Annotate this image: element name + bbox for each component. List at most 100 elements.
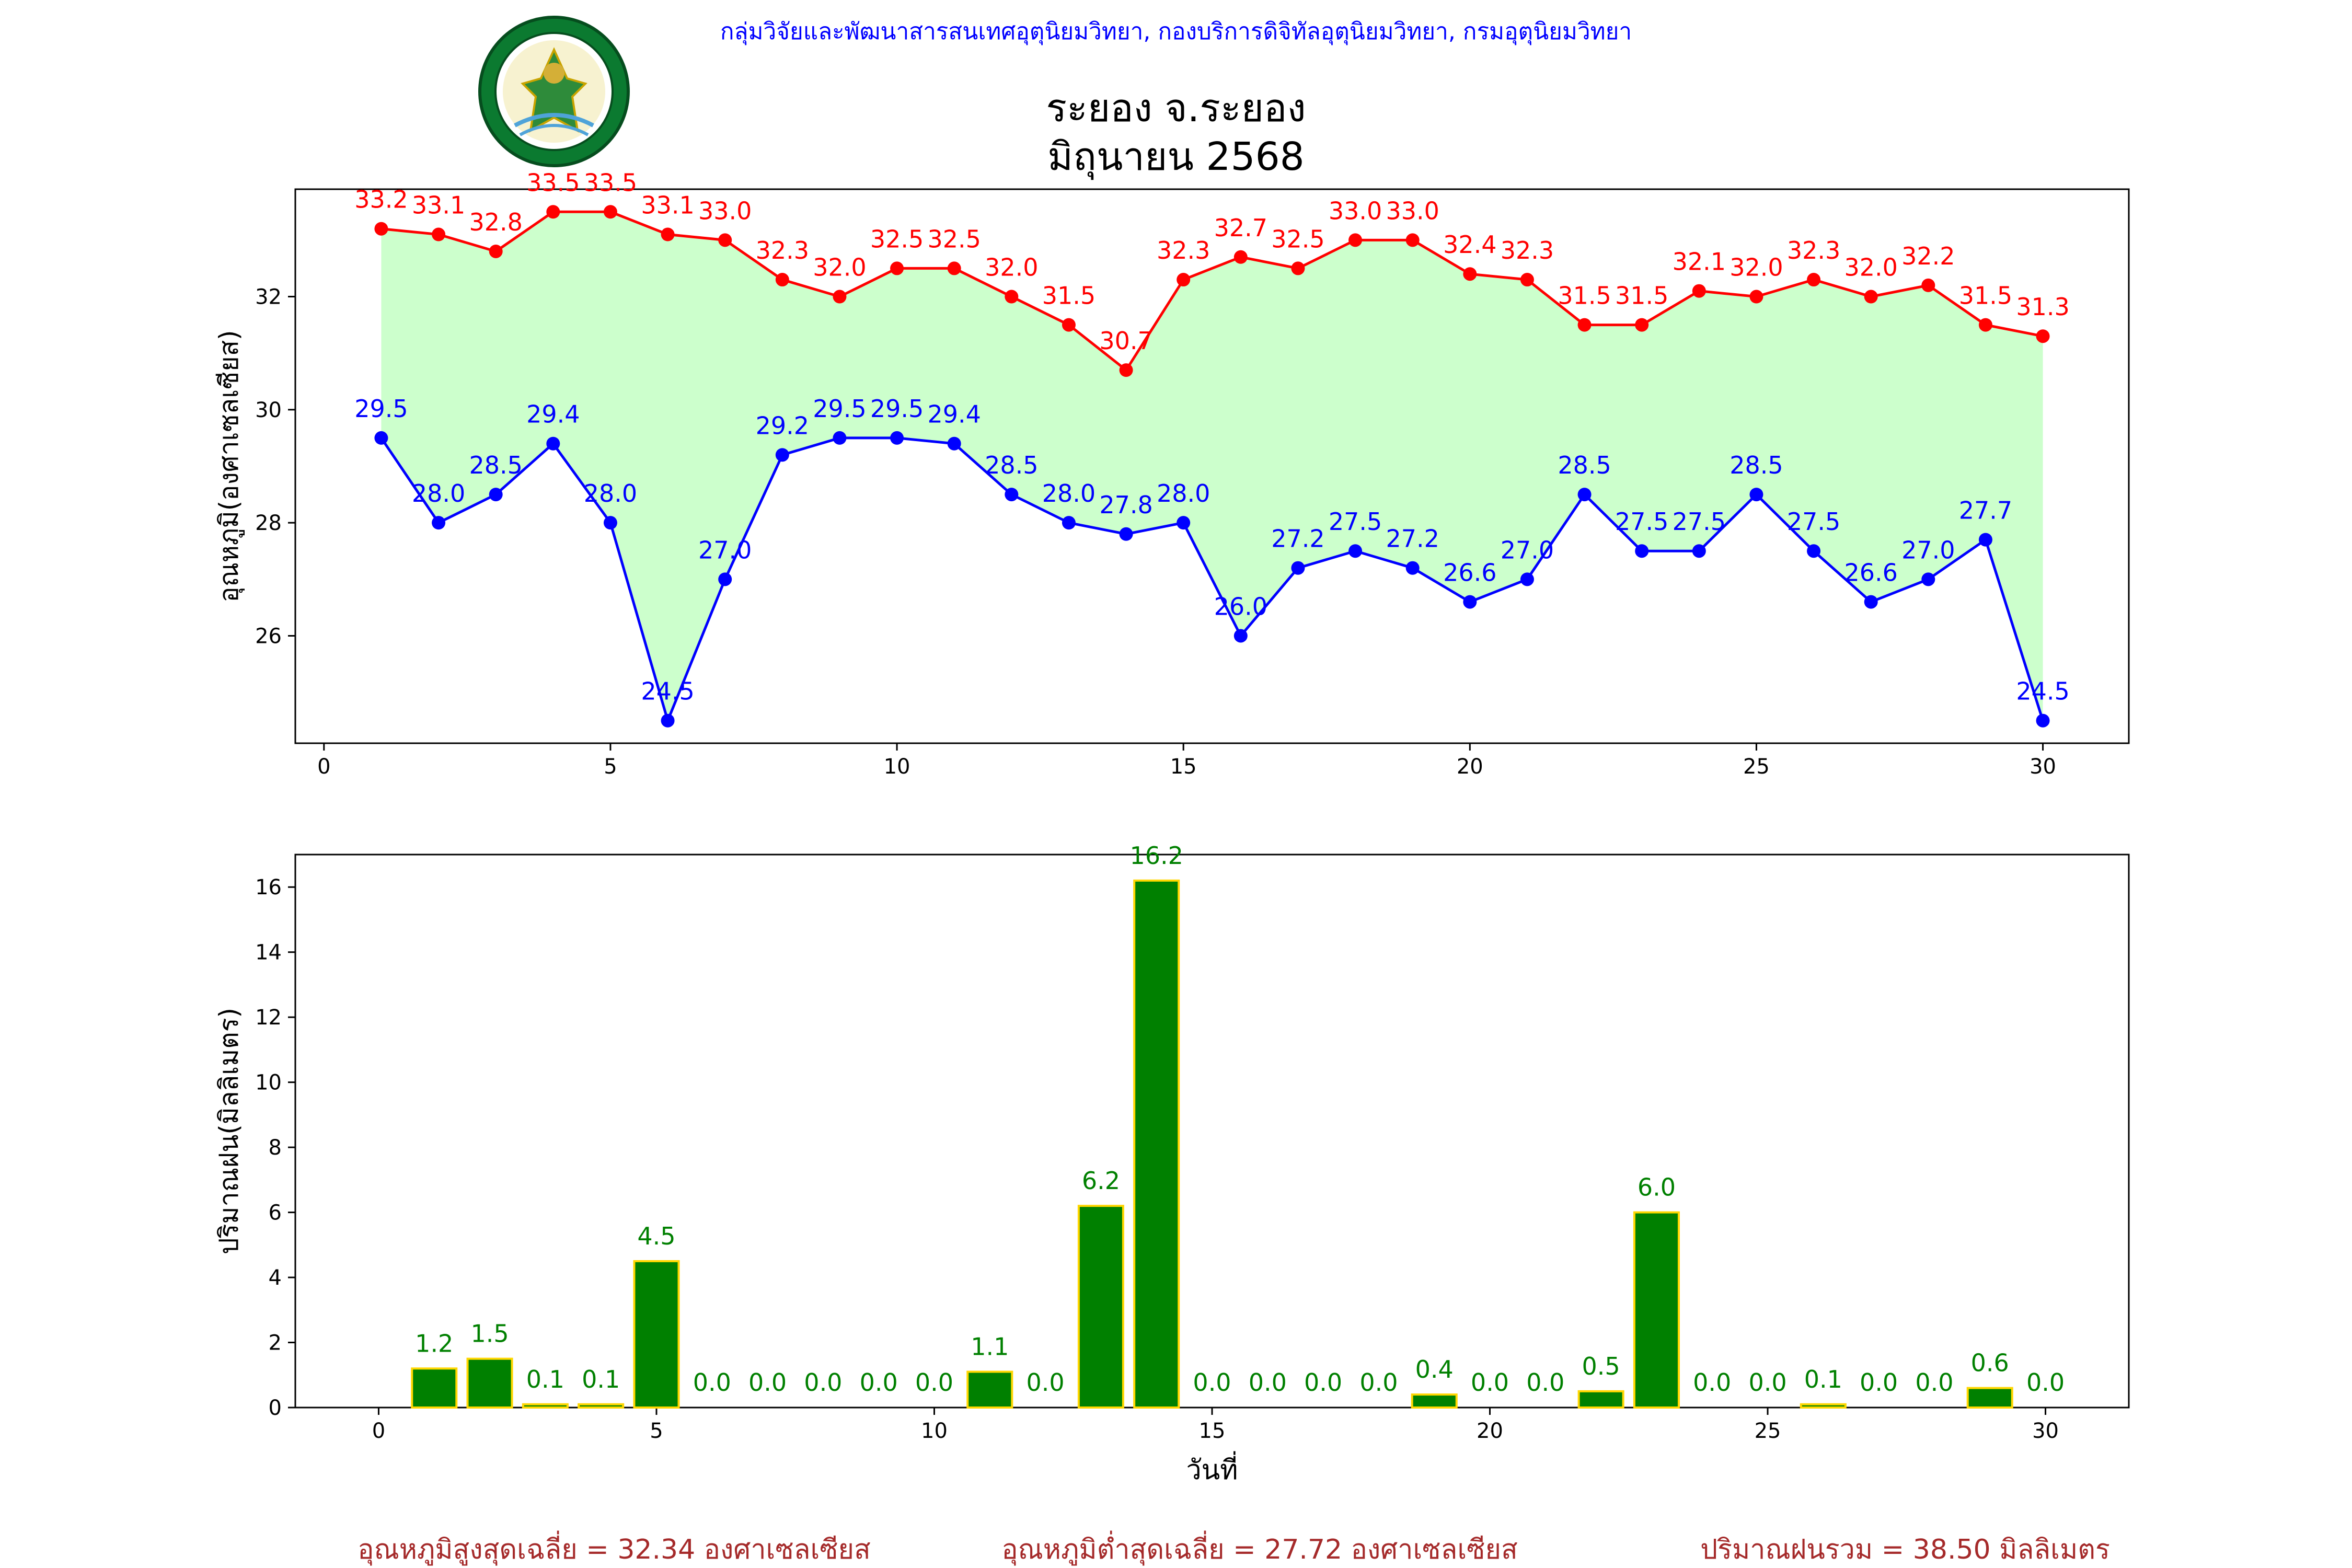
min-temp-point xyxy=(1807,544,1821,558)
min-temp-point xyxy=(1463,595,1477,609)
min-temp-label: 27.5 xyxy=(1329,508,1382,536)
min-temp-point xyxy=(1520,572,1534,586)
department-logo xyxy=(478,16,630,167)
rain-bar xyxy=(1411,1393,1458,1409)
min-temp-label: 27.2 xyxy=(1386,525,1439,553)
min-temp-point xyxy=(718,572,732,586)
min-temp-label: 27.0 xyxy=(698,536,752,564)
max-temp-point xyxy=(718,233,732,247)
rain-x-axis-label: วันที่ xyxy=(1186,1451,1238,1486)
temp-y-tick-label: 32 xyxy=(255,285,282,309)
rain-bar-label: 0.0 xyxy=(693,1368,731,1397)
rain-x-tick-label: 20 xyxy=(1477,1419,1503,1443)
rain-y-tick-label: 4 xyxy=(269,1266,282,1290)
rain-y-tick-label: 6 xyxy=(269,1201,282,1225)
max-temp-point xyxy=(890,261,904,275)
max-temp-label: 31.5 xyxy=(1558,282,1611,310)
max-temp-label: 32.7 xyxy=(1214,214,1267,242)
min-temp-label: 27.0 xyxy=(1901,536,1955,564)
max-temp-label: 31.3 xyxy=(2016,293,2069,321)
rain-y-tick-label: 8 xyxy=(269,1136,282,1160)
temp-x-tick-label: 10 xyxy=(884,755,910,779)
max-temp-point xyxy=(1291,261,1305,275)
min-temp-point xyxy=(1405,561,1420,575)
max-temp-label: 32.3 xyxy=(1787,236,1840,264)
max-temp-line xyxy=(381,210,2044,372)
min-temp-line xyxy=(380,436,2044,725)
rain-bar-label: 0.1 xyxy=(526,1365,564,1393)
rain-bar-label: 0.0 xyxy=(804,1368,842,1397)
rain-bar-label: 1.5 xyxy=(470,1320,509,1348)
rain-bar-label: 0.0 xyxy=(860,1368,898,1397)
max-temp-point xyxy=(1233,250,1248,264)
rain-bar xyxy=(1077,1205,1124,1409)
max-temp-point xyxy=(1921,278,1935,292)
min-temp-label: 28.0 xyxy=(1042,479,1096,508)
min-temp-point xyxy=(1749,488,1763,502)
rain-bar xyxy=(1966,1387,2013,1409)
max-temp-point xyxy=(374,222,388,236)
max-temp-label: 31.5 xyxy=(1959,282,2012,310)
rain-bar xyxy=(1577,1390,1624,1409)
max-temp-point xyxy=(1005,290,1019,304)
min-temp-point xyxy=(1635,544,1649,558)
temp-x-tick-label: 0 xyxy=(317,755,330,779)
max-temp-label: 32.5 xyxy=(1271,225,1324,253)
min-temp-label: 29.5 xyxy=(813,395,866,423)
max-temp-label: 32.0 xyxy=(813,253,866,282)
min-temp-label: 27.5 xyxy=(1673,508,1726,536)
avg-max-temp-text: อุณหภูมิสูงสุดเฉลี่ย = 32.34 องศาเซลเซีย… xyxy=(358,1530,871,1566)
max-temp-label: 31.5 xyxy=(1615,282,1668,310)
max-temp-label: 32.4 xyxy=(1443,230,1496,259)
max-temp-label: 32.0 xyxy=(985,253,1038,282)
min-temp-point xyxy=(546,436,560,451)
avg-min-temp-text: อุณหภูมิต่ำสุดเฉลี่ย = 27.72 องศาเซลเซีย… xyxy=(1001,1530,1517,1566)
min-temp-point xyxy=(1291,561,1305,575)
rain-plot-frame xyxy=(294,854,2130,1409)
max-temp-point xyxy=(1692,284,1706,298)
max-temp-label: 33.0 xyxy=(1329,197,1382,225)
max-temp-point xyxy=(2036,329,2050,343)
min-temp-point xyxy=(1577,488,1592,502)
rain-bar-label: 0.0 xyxy=(1526,1368,1564,1397)
temp-range-band xyxy=(381,212,2043,721)
rain-y-tick-label: 14 xyxy=(255,941,282,965)
min-temp-label: 29.5 xyxy=(870,395,924,423)
rain-bar-label: 0.0 xyxy=(2026,1368,2065,1397)
rain-y-tick-label: 12 xyxy=(255,1006,282,1030)
min-temp-point xyxy=(833,431,847,445)
max-temp-point xyxy=(1119,363,1133,377)
max-temp-point xyxy=(775,273,789,287)
min-temp-label: 26.0 xyxy=(1214,592,1267,620)
rain-bar xyxy=(578,1403,625,1409)
rain-plot: 0 5 10 15 20 25 30 0 2 4 6 8 10 12 14 16 1.2 1.5 0.1 0.1 4.5… xyxy=(255,841,2065,1443)
min-temp-point xyxy=(1062,516,1076,530)
rain-bar-label: 0.0 xyxy=(1748,1368,1786,1397)
rain-bar-label: 6.2 xyxy=(1082,1167,1120,1195)
rain-bar xyxy=(466,1357,513,1409)
rain-bar-label: 0.4 xyxy=(1415,1355,1454,1383)
max-temp-label: 32.8 xyxy=(469,208,522,236)
rain-bar-label: 0.0 xyxy=(1915,1368,1953,1397)
rain-x-tick-label: 5 xyxy=(650,1419,663,1443)
rain-bar-label: 0.0 xyxy=(1249,1368,1287,1397)
min-temp-label: 29.5 xyxy=(354,395,408,423)
max-temp-label: 32.1 xyxy=(1673,248,1726,276)
rain-x-tick-label: 0 xyxy=(372,1419,385,1443)
max-temp-point xyxy=(1864,290,1878,304)
rain-bar xyxy=(633,1260,680,1409)
min-temp-label: 27.7 xyxy=(1959,497,2012,525)
min-temp-label: 29.2 xyxy=(756,411,809,440)
rain-bar-label: 0.6 xyxy=(1971,1349,2009,1377)
month-title: มิถุนายน 2568 xyxy=(1047,134,1305,180)
max-temp-point xyxy=(1978,318,1992,332)
max-temp-point xyxy=(603,205,617,219)
rain-bar xyxy=(1633,1211,1680,1409)
max-temp-label: 32.3 xyxy=(756,236,809,264)
rain-x-tick-label: 10 xyxy=(921,1419,948,1443)
min-temp-point xyxy=(1177,516,1191,530)
max-temp-point xyxy=(833,290,847,304)
min-temp-label: 26.6 xyxy=(1443,559,1496,587)
max-temp-point xyxy=(1177,273,1191,287)
